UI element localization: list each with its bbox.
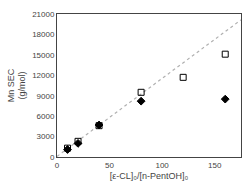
svg-text:3000: 3000	[37, 132, 55, 141]
svg-text:Mn SEC(g/mol): Mn SEC(g/mol)	[6, 68, 28, 102]
svg-text:18000: 18000	[32, 30, 55, 39]
svg-text:0: 0	[55, 161, 60, 170]
svg-text:15000: 15000	[32, 51, 55, 60]
svg-text:0: 0	[50, 153, 55, 162]
svg-text:12000: 12000	[32, 71, 55, 80]
svg-text:[ε-CL]₀/[n-PentOH]₀: [ε-CL]₀/[n-PentOH]₀	[110, 171, 189, 181]
svg-text:6000: 6000	[37, 112, 55, 121]
svg-text:100: 100	[155, 161, 169, 170]
svg-text:50: 50	[105, 161, 114, 170]
svg-text:9000: 9000	[37, 92, 55, 101]
svg-text:21000: 21000	[32, 10, 55, 19]
svg-text:150: 150	[208, 161, 222, 170]
